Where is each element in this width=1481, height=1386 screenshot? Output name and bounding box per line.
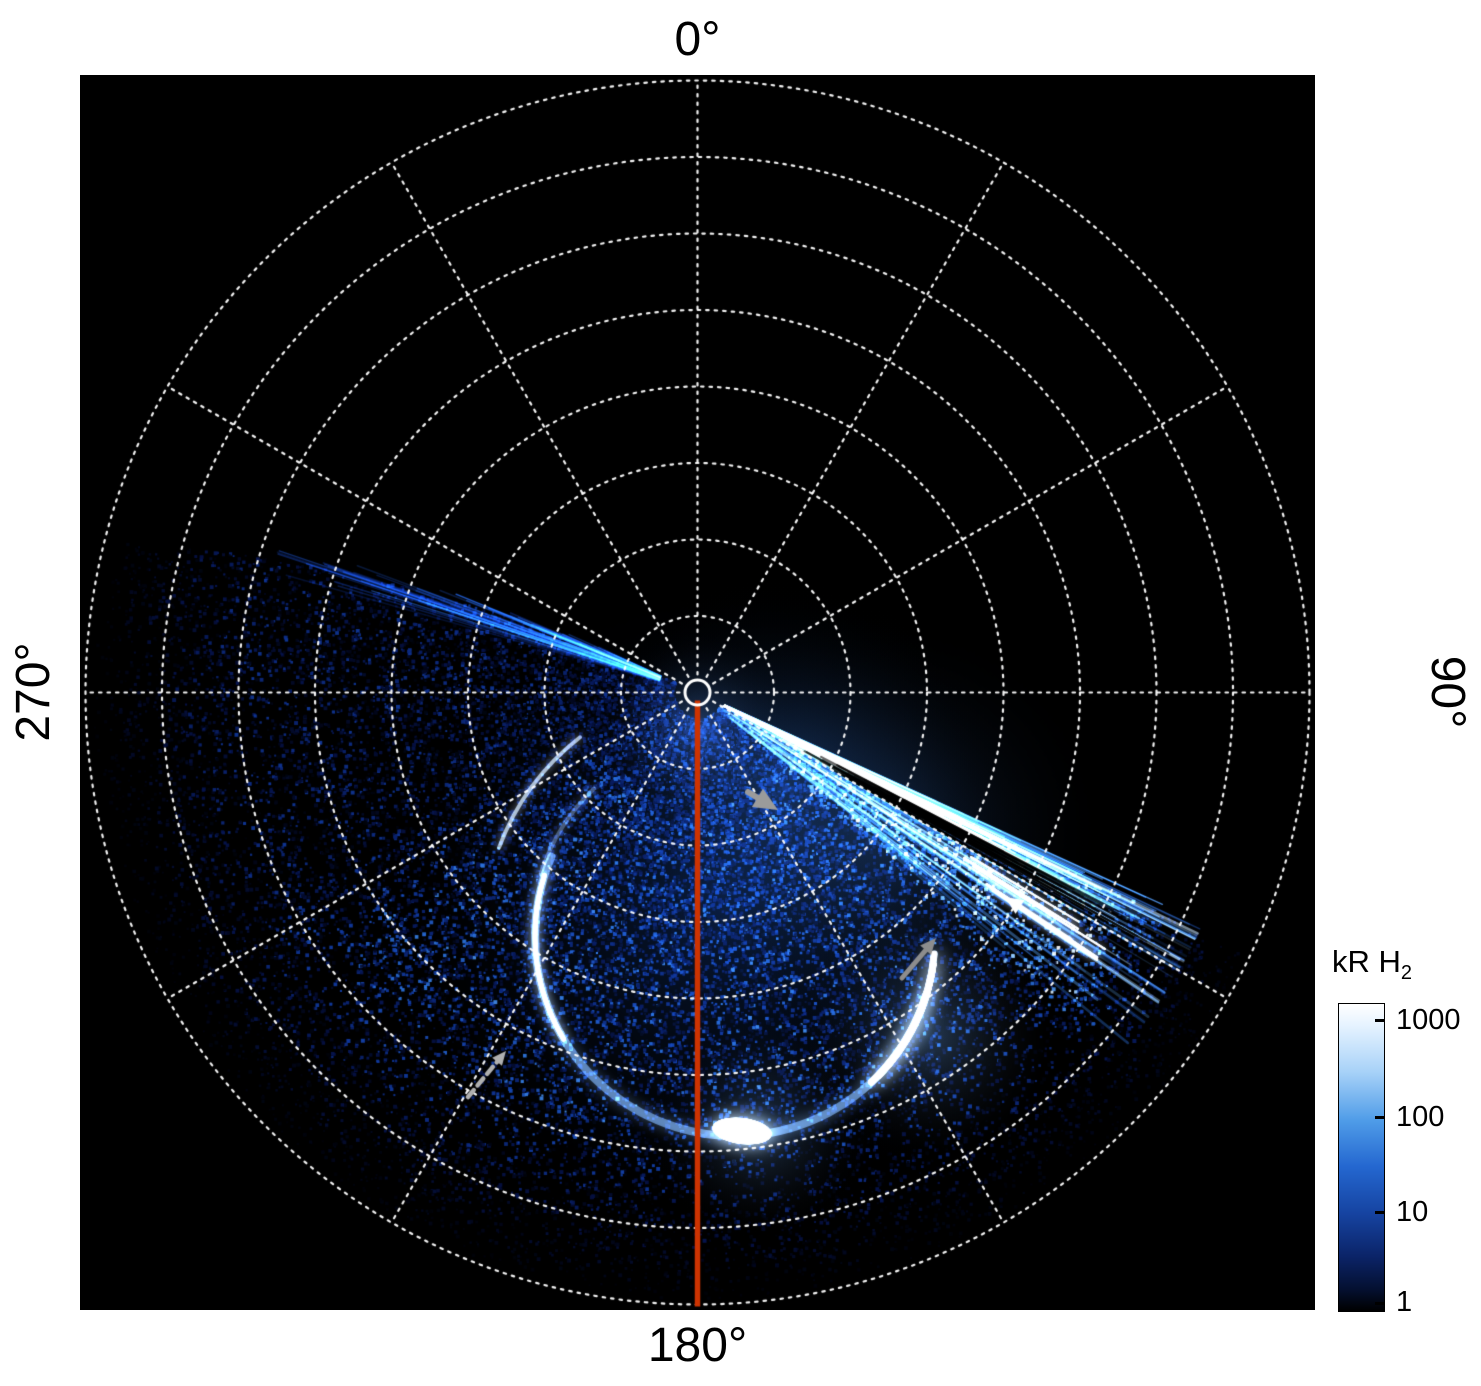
aurora-heatmap-canvas [80, 75, 1315, 1310]
polar-plot-area [80, 75, 1315, 1310]
colorbar: kR H2 1000 100 10 1 [1330, 944, 1480, 1324]
azimuth-label-0: 0° [674, 13, 721, 66]
colorbar-tick-label: 100 [1396, 1100, 1445, 1133]
colorbar-title-subscript: 2 [1400, 962, 1413, 985]
colorbar-gradient-bar [1338, 1003, 1385, 1312]
azimuth-label-180: 180° [647, 1319, 748, 1372]
colorbar-tickmark [1375, 1301, 1384, 1305]
colorbar-title: kR H2 [1332, 944, 1412, 985]
colorbar-tickmark [1375, 1019, 1384, 1023]
colorbar-tickmark [1375, 1211, 1384, 1215]
colorbar-tick-label: 10 [1396, 1195, 1429, 1228]
colorbar-tickmark [1375, 1116, 1384, 1120]
colorbar-tick-label: 1000 [1396, 1003, 1461, 1036]
azimuth-label-90: 90° [1421, 655, 1474, 729]
colorbar-tick-label: 1 [1396, 1286, 1413, 1319]
azimuth-label-270: 270° [7, 642, 60, 742]
colorbar-title-text: kR H [1332, 944, 1401, 979]
